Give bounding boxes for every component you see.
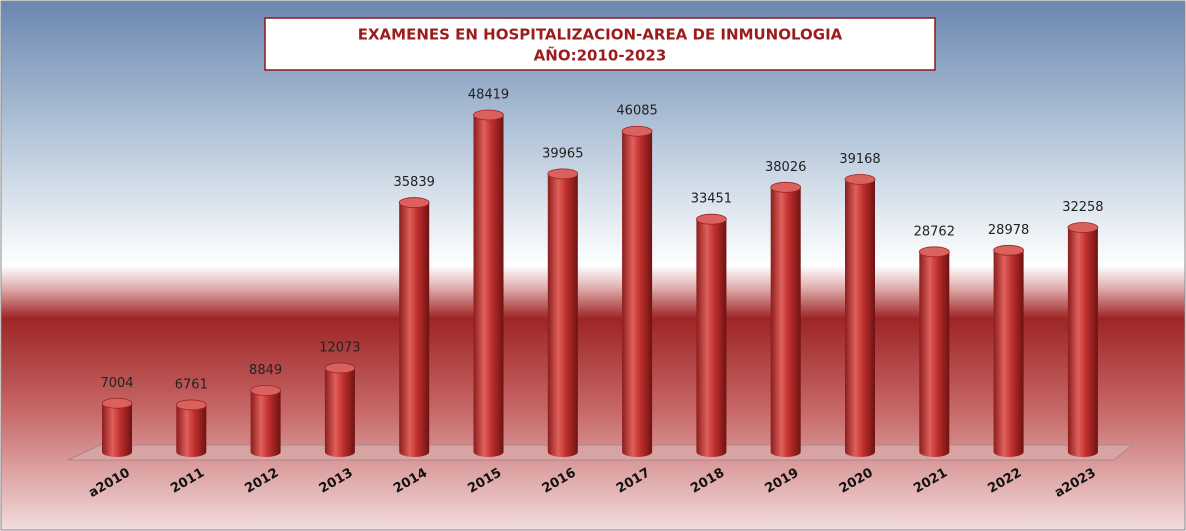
- value-label: 28978: [988, 223, 1029, 238]
- bar: [250, 390, 281, 457]
- bar-top: [473, 109, 504, 121]
- bar: [993, 250, 1024, 457]
- bar-top: [1067, 222, 1099, 233]
- bar-top: [844, 173, 876, 185]
- bar: [399, 202, 430, 457]
- value-label: 7004: [100, 376, 133, 391]
- value-label: 48419: [468, 88, 509, 103]
- bar: [919, 251, 950, 457]
- floor: [67, 444, 1134, 461]
- value-label: 8849: [249, 363, 282, 378]
- value-label: 33451: [691, 192, 732, 207]
- bar: [473, 115, 504, 457]
- value-label: 38026: [765, 160, 806, 175]
- bar-top: [547, 168, 579, 180]
- bar: [1067, 227, 1098, 457]
- title-box: [264, 17, 936, 71]
- bar-top: [398, 197, 430, 208]
- bar-top: [770, 181, 802, 193]
- bar: [547, 173, 578, 457]
- bar: [102, 403, 132, 457]
- bar: [696, 219, 727, 457]
- value-label: 12073: [319, 340, 360, 355]
- value-label: 6761: [175, 377, 208, 392]
- bar-top: [993, 244, 1024, 256]
- value-label: 28762: [914, 224, 955, 239]
- chart-title: EXAMENES EN HOSPITALIZACION-AREA DE INMU…: [358, 26, 843, 44]
- bar-top: [621, 125, 653, 137]
- bar: [324, 367, 355, 457]
- bar-top: [250, 385, 282, 396]
- value-label: 39168: [839, 152, 880, 167]
- bar-top: [696, 213, 727, 225]
- bar: [622, 131, 653, 458]
- value-label: 32258: [1062, 200, 1103, 215]
- bar: [770, 187, 801, 457]
- bar: [845, 179, 875, 457]
- chart-subtitle: AÑO:2010-2023: [534, 46, 667, 65]
- bar-top: [918, 246, 950, 258]
- bar-top: [324, 362, 356, 374]
- bar: [176, 404, 207, 457]
- value-label: 35839: [394, 175, 435, 190]
- value-label: 46085: [616, 104, 657, 119]
- bar-top: [101, 397, 133, 409]
- bar-top: [175, 399, 207, 411]
- value-label: 39965: [542, 146, 583, 161]
